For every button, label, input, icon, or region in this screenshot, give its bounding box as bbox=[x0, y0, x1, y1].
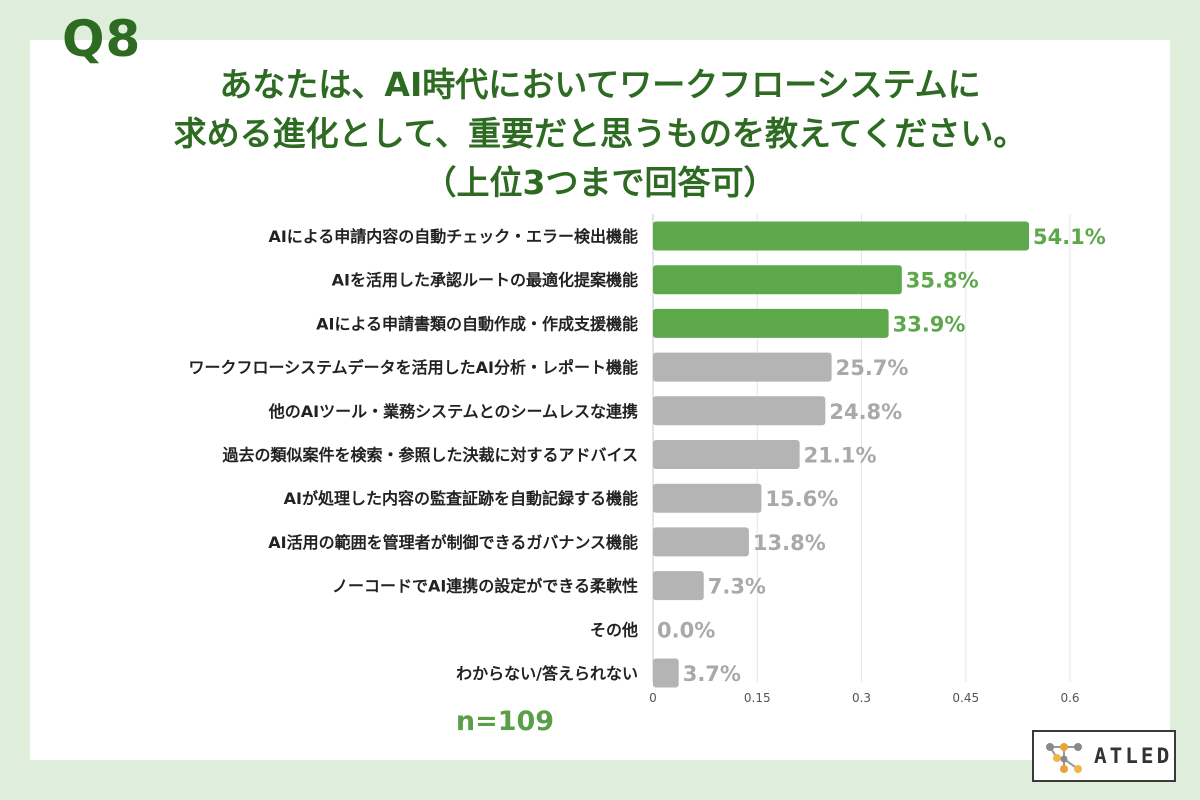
value-label: 15.6% bbox=[765, 487, 838, 511]
category-label: ノーコードでAI連携の設定ができる柔軟性 bbox=[332, 577, 638, 596]
category-label: ワークフローシステムデータを活用したAI分析・レポート機能 bbox=[188, 358, 638, 377]
logo-text: ATLED bbox=[1094, 744, 1173, 768]
value-label: 21.1% bbox=[804, 444, 877, 468]
category-label: AI活用の範囲を管理者が制御できるガバナンス機能 bbox=[268, 533, 638, 552]
atled-logo: ATLED bbox=[1032, 730, 1176, 782]
value-label: 3.7% bbox=[683, 662, 741, 686]
category-label: AIが処理した内容の監査証跡を自動記録する機能 bbox=[284, 489, 638, 508]
sample-size: n=109 bbox=[455, 706, 555, 737]
bar bbox=[653, 658, 679, 688]
category-label: その他 bbox=[590, 620, 638, 639]
x-tick-label: 0.3 bbox=[852, 691, 871, 705]
chart-card bbox=[30, 40, 1170, 760]
value-label: 7.3% bbox=[708, 575, 766, 599]
value-label: 0.0% bbox=[657, 618, 715, 642]
title-line-3: （上位3つまで回答可） bbox=[423, 163, 777, 202]
bar bbox=[653, 571, 704, 601]
category-label: AIを活用した承認ルートの最適化提案機能 bbox=[332, 271, 638, 290]
title-line-2: 求める進化として、重要だと思うものを教えてください。 bbox=[173, 114, 1027, 153]
value-label: 35.8% bbox=[906, 269, 979, 293]
question-title: あなたは、AI時代においてワークフローシステムに 求める進化として、重要だと思う… bbox=[100, 60, 1100, 207]
value-label: 54.1% bbox=[1033, 225, 1106, 249]
bar bbox=[653, 352, 832, 382]
network-logo-icon bbox=[1046, 743, 1082, 773]
bar bbox=[653, 483, 762, 513]
bar bbox=[653, 396, 826, 426]
bar bbox=[653, 308, 889, 338]
category-label: 他のAIツール・業務システムとのシームレスな連携 bbox=[268, 402, 638, 421]
title-line-1: あなたは、AI時代においてワークフローシステムに bbox=[219, 65, 981, 104]
x-tick-label: 0.45 bbox=[952, 691, 979, 705]
bar bbox=[653, 265, 902, 295]
bar bbox=[653, 440, 800, 469]
bar bbox=[653, 527, 749, 557]
x-tick-label: 0.15 bbox=[744, 691, 771, 705]
category-label: わからない/答えられない bbox=[456, 664, 638, 683]
bar bbox=[653, 221, 1029, 251]
category-label: AIによる申請内容の自動チェック・エラー検出機能 bbox=[268, 227, 638, 246]
category-label: 過去の類似案件を検索・参照した決裁に対するアドバイス bbox=[221, 446, 638, 465]
question-number: Q8 bbox=[62, 10, 142, 68]
x-tick-label: 0 bbox=[649, 691, 657, 705]
value-label: 33.9% bbox=[893, 312, 966, 336]
category-label: AIによる申請書類の自動作成・作成支援機能 bbox=[316, 314, 638, 333]
value-label: 24.8% bbox=[829, 400, 902, 424]
value-label: 25.7% bbox=[836, 356, 909, 380]
x-tick-label: 0.6 bbox=[1060, 691, 1079, 705]
value-label: 13.8% bbox=[753, 531, 826, 555]
